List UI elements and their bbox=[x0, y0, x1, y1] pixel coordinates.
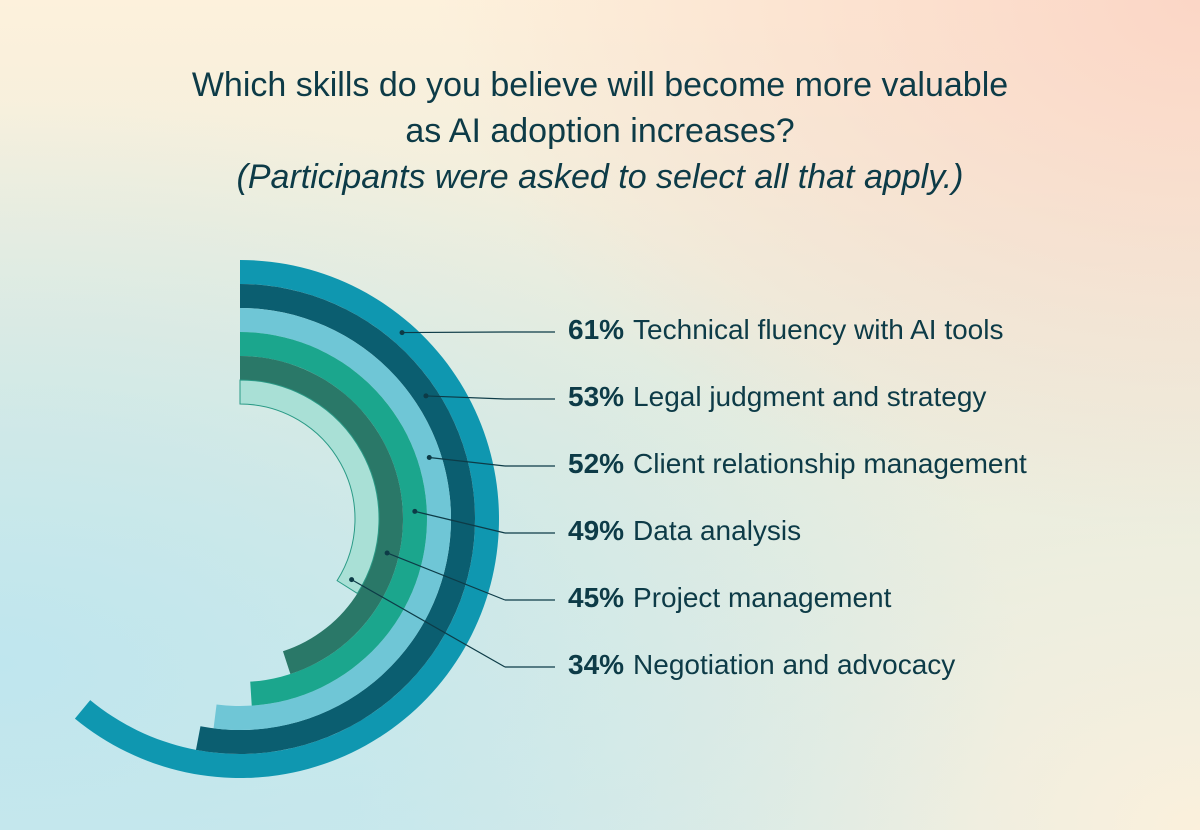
leader-line bbox=[386, 552, 506, 601]
bar-label: 45% Project management bbox=[568, 582, 892, 613]
value-label: 53% bbox=[568, 381, 624, 412]
leader-line bbox=[414, 510, 506, 534]
category-label: Client relationship management bbox=[633, 448, 1027, 479]
radial-bar bbox=[240, 356, 403, 675]
chart-title: Which skills do you believe will become … bbox=[191, 66, 1009, 150]
leader-line bbox=[402, 331, 506, 334]
bar-label: 34% Negotiation and advocacy bbox=[568, 649, 955, 680]
value-label: 45% bbox=[568, 582, 624, 613]
leader-dot bbox=[426, 455, 432, 461]
category-label: Project management bbox=[633, 582, 892, 613]
value-label: 49% bbox=[568, 515, 624, 546]
value-label: 61% bbox=[568, 314, 624, 345]
leader-dot bbox=[399, 330, 405, 336]
category-label: Data analysis bbox=[633, 515, 801, 546]
radial-bar bbox=[239, 379, 380, 595]
bar-label: 49% Data analysis bbox=[568, 515, 801, 546]
leader-dot bbox=[423, 393, 429, 399]
category-label: Legal judgment and strategy bbox=[633, 381, 986, 412]
value-label: 34% bbox=[568, 649, 624, 680]
leader-line bbox=[351, 579, 506, 668]
category-label: Negotiation and advocacy bbox=[633, 649, 955, 680]
leader-dot bbox=[384, 550, 390, 556]
bar-label: 53% Legal judgment and strategy bbox=[568, 381, 986, 412]
chart-subtitle: (Participants were asked to select all t… bbox=[236, 158, 964, 196]
leader-dot bbox=[412, 508, 418, 514]
bar-label: 52% Client relationship management bbox=[568, 448, 1027, 479]
header: Which skills do you believe will become … bbox=[0, 62, 1200, 200]
leader-line bbox=[429, 456, 506, 467]
category-label: Technical fluency with AI tools bbox=[633, 314, 1003, 345]
radial-bar bbox=[74, 260, 499, 778]
leader-dot bbox=[349, 577, 355, 583]
bar-label: 61% Technical fluency with AI tools bbox=[568, 314, 1003, 345]
value-label: 52% bbox=[568, 448, 624, 479]
leader-line bbox=[425, 395, 506, 400]
radial-bar bbox=[240, 332, 427, 706]
